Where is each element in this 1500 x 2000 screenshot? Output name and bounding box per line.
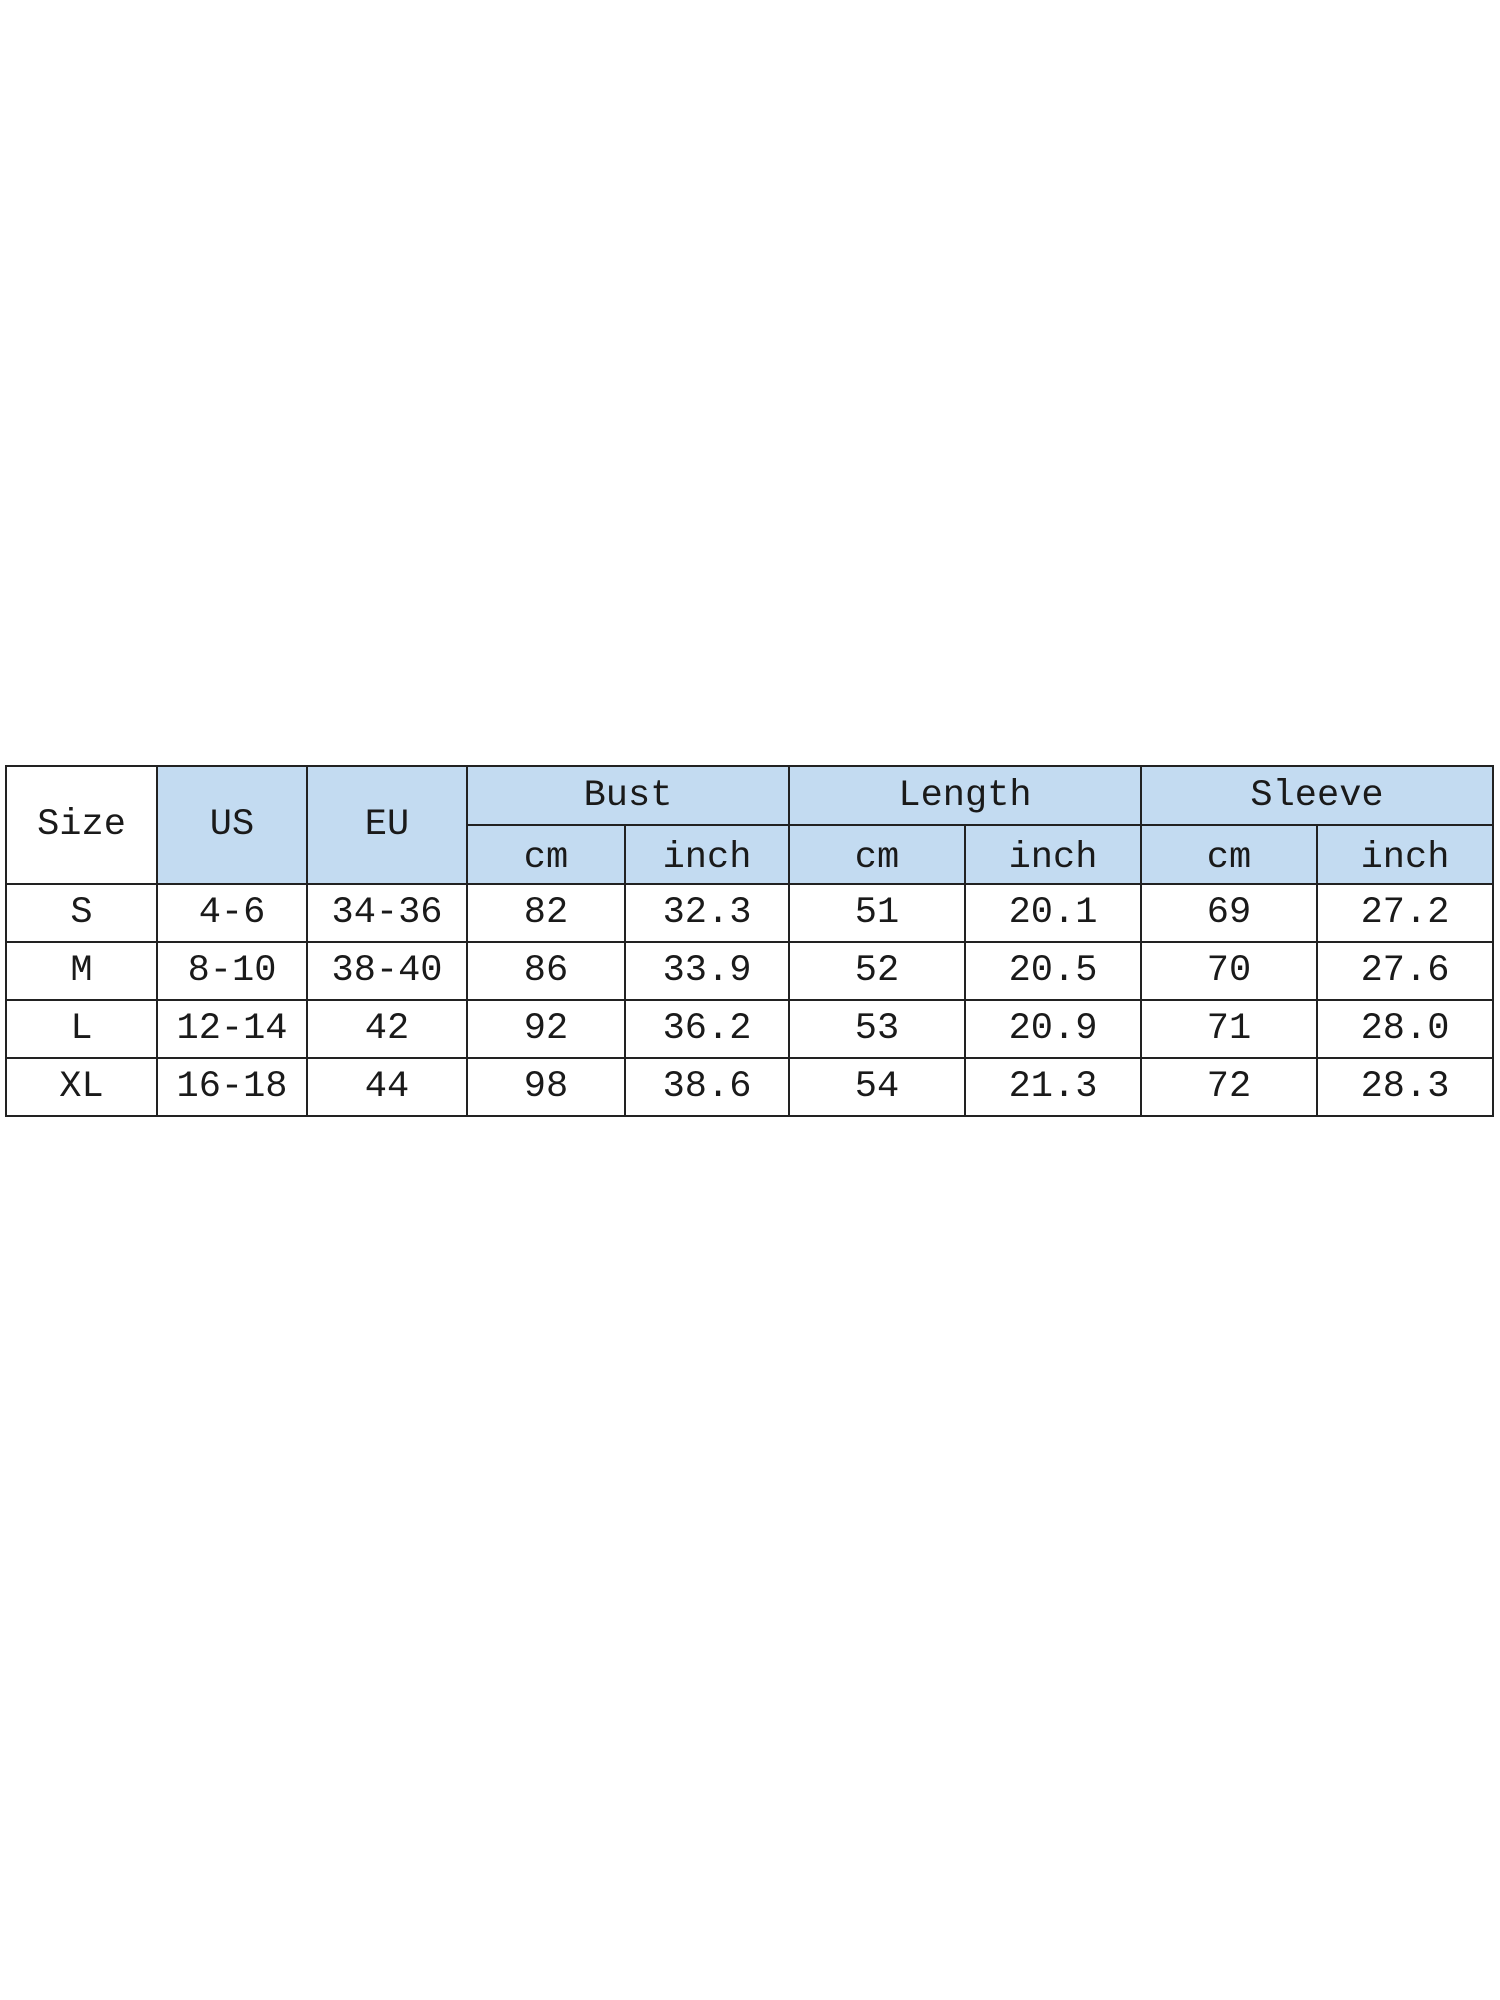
size-chart-table: Size US EU Bust Length Sleeve cm inch cm…	[5, 765, 1494, 1117]
cell-sleeve-cm: 70	[1140, 941, 1318, 1001]
table-row: M 8-10 38-40 86 33.9 52 20.5 70 27.6	[5, 941, 1494, 1001]
cell-sleeve-inch: 27.2	[1316, 883, 1494, 943]
header-size: Size	[5, 765, 158, 885]
header-us: US	[156, 765, 308, 885]
header-bust: Bust	[466, 765, 790, 826]
cell-us: 16-18	[156, 1057, 308, 1117]
header-row-2: cm inch cm inch cm inch	[6, 824, 1494, 885]
table-row: XL 16-18 44 98 38.6 54 21.3 72 28.3	[5, 1057, 1494, 1117]
cell-size: XL	[5, 1057, 158, 1117]
header-sleeve-inch: inch	[1316, 824, 1494, 885]
cell-sleeve-cm: 69	[1140, 883, 1318, 943]
cell-us: 8-10	[156, 941, 308, 1001]
header-length-cm: cm	[788, 824, 966, 885]
cell-eu: 38-40	[306, 941, 468, 1001]
table-row: L 12-14 42 92 36.2 53 20.9 71 28.0	[5, 999, 1494, 1059]
cell-sleeve-cm: 72	[1140, 1057, 1318, 1117]
header-bust-inch: inch	[624, 824, 790, 885]
header-eu: EU	[306, 765, 468, 885]
cell-length-inch: 20.9	[964, 999, 1142, 1059]
cell-size: S	[5, 883, 158, 943]
cell-length-inch: 20.1	[964, 883, 1142, 943]
cell-eu: 34-36	[306, 883, 468, 943]
header-row-1: Size US EU Bust Length Sleeve	[5, 765, 1494, 885]
cell-length-inch: 21.3	[964, 1057, 1142, 1117]
cell-bust-inch: 32.3	[624, 883, 790, 943]
cell-us: 12-14	[156, 999, 308, 1059]
cell-bust-cm: 92	[466, 999, 626, 1059]
cell-bust-cm: 82	[466, 883, 626, 943]
cell-bust-inch: 33.9	[624, 941, 790, 1001]
cell-sleeve-inch: 27.6	[1316, 941, 1494, 1001]
cell-length-inch: 20.5	[964, 941, 1142, 1001]
cell-bust-cm: 98	[466, 1057, 626, 1117]
cell-bust-inch: 36.2	[624, 999, 790, 1059]
cell-eu: 44	[306, 1057, 468, 1117]
cell-bust-cm: 86	[466, 941, 626, 1001]
cell-sleeve-inch: 28.0	[1316, 999, 1494, 1059]
cell-sleeve-inch: 28.3	[1316, 1057, 1494, 1117]
cell-size: M	[5, 941, 158, 1001]
cell-size: L	[5, 999, 158, 1059]
cell-us: 4-6	[156, 883, 308, 943]
cell-length-cm: 53	[788, 999, 966, 1059]
header-length: Length	[788, 765, 1142, 826]
header-bust-cm: cm	[466, 824, 626, 885]
cell-length-cm: 54	[788, 1057, 966, 1117]
cell-length-cm: 52	[788, 941, 966, 1001]
cell-bust-inch: 38.6	[624, 1057, 790, 1117]
header-sleeve: Sleeve	[1140, 765, 1494, 826]
cell-length-cm: 51	[788, 883, 966, 943]
cell-eu: 42	[306, 999, 468, 1059]
header-length-inch: inch	[964, 824, 1142, 885]
table-row: S 4-6 34-36 82 32.3 51 20.1 69 27.2	[5, 883, 1494, 943]
cell-sleeve-cm: 71	[1140, 999, 1318, 1059]
header-sleeve-cm: cm	[1140, 824, 1318, 885]
